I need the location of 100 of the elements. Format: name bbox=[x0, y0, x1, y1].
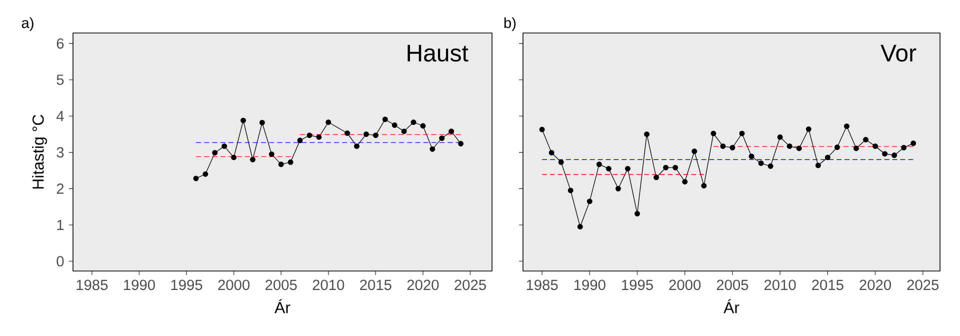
point bbox=[558, 159, 564, 165]
point bbox=[372, 132, 378, 138]
point bbox=[401, 128, 407, 134]
x-tick-label: 2005 bbox=[266, 280, 297, 290]
point bbox=[539, 126, 545, 132]
text: b) bbox=[504, 17, 516, 31]
point bbox=[682, 179, 688, 184]
point bbox=[892, 152, 898, 158]
point bbox=[222, 143, 228, 149]
x-tick-label: 2000 bbox=[218, 280, 250, 290]
point bbox=[193, 176, 199, 182]
x-tick-label: 2010 bbox=[764, 280, 796, 290]
x-tick-label: 2020 bbox=[407, 280, 439, 290]
point bbox=[458, 140, 464, 146]
y-tick-label: 0 bbox=[56, 256, 64, 266]
point bbox=[739, 130, 745, 136]
point bbox=[606, 166, 612, 172]
point bbox=[316, 134, 322, 140]
point bbox=[863, 136, 868, 142]
point bbox=[710, 130, 716, 136]
x-tick-label: 1985 bbox=[526, 280, 558, 290]
point bbox=[259, 120, 265, 126]
y-tick-label: 6 bbox=[56, 38, 64, 49]
x-tick-label: 1990 bbox=[574, 280, 606, 290]
point bbox=[268, 151, 274, 157]
point bbox=[768, 163, 774, 169]
point bbox=[586, 198, 592, 204]
x-tick-label: 2025 bbox=[907, 280, 939, 290]
point bbox=[720, 143, 726, 149]
point bbox=[634, 210, 640, 216]
point bbox=[834, 144, 840, 150]
x-tick-label: 2015 bbox=[812, 280, 844, 290]
point bbox=[212, 150, 218, 156]
point bbox=[853, 146, 859, 152]
point bbox=[250, 156, 256, 162]
point bbox=[410, 120, 416, 125]
y-tick-label: 2 bbox=[56, 184, 64, 194]
point bbox=[910, 140, 916, 146]
x-axis-title: Ár bbox=[274, 299, 290, 314]
point bbox=[306, 132, 312, 138]
point bbox=[758, 160, 764, 166]
point bbox=[663, 164, 669, 170]
text: a) bbox=[22, 17, 34, 31]
point bbox=[577, 224, 583, 230]
point bbox=[240, 118, 246, 124]
x-tick-label: 2010 bbox=[312, 280, 344, 290]
point bbox=[596, 162, 602, 168]
y-axis-title: Hitastig °C bbox=[32, 114, 47, 189]
point bbox=[882, 151, 888, 157]
x-tick-label: 1985 bbox=[76, 280, 108, 290]
point bbox=[672, 164, 678, 170]
x-tick-label: 1995 bbox=[622, 280, 653, 290]
point bbox=[278, 162, 284, 168]
point bbox=[796, 146, 802, 152]
point bbox=[326, 120, 332, 125]
point bbox=[644, 131, 650, 137]
x-tick-label: 2000 bbox=[669, 280, 701, 290]
point bbox=[430, 146, 436, 152]
point bbox=[363, 131, 369, 137]
x-tick-label: 2025 bbox=[454, 280, 486, 290]
x-tick-label: 2020 bbox=[860, 280, 891, 290]
point bbox=[548, 150, 554, 156]
chart-title: Haust bbox=[408, 44, 468, 62]
point bbox=[382, 116, 388, 122]
point bbox=[354, 143, 360, 149]
point bbox=[844, 124, 850, 129]
point bbox=[439, 135, 445, 141]
point bbox=[231, 154, 237, 160]
x-axis-title: Ár bbox=[724, 299, 740, 314]
chart-title: Vor bbox=[880, 44, 916, 62]
point bbox=[901, 144, 907, 150]
point bbox=[786, 143, 792, 149]
point bbox=[420, 123, 426, 129]
point bbox=[615, 186, 621, 192]
point bbox=[202, 171, 208, 177]
point bbox=[448, 128, 454, 134]
x-tick-label: 2015 bbox=[360, 280, 392, 290]
y-tick-label: 1 bbox=[57, 220, 64, 230]
point bbox=[392, 122, 398, 128]
point bbox=[815, 162, 821, 168]
y-tick-label: 5 bbox=[56, 74, 64, 85]
point bbox=[872, 143, 878, 149]
point bbox=[344, 130, 350, 136]
point bbox=[654, 174, 660, 180]
x-tick-label: 1995 bbox=[171, 280, 202, 290]
point bbox=[288, 159, 294, 165]
point bbox=[777, 134, 783, 140]
point bbox=[806, 126, 812, 132]
point bbox=[625, 166, 630, 172]
point bbox=[730, 144, 736, 150]
x-tick-label: 2005 bbox=[716, 280, 748, 290]
x-tick-label: 1990 bbox=[124, 280, 155, 290]
point bbox=[824, 154, 830, 160]
point bbox=[701, 183, 707, 188]
y-tick-label: 3 bbox=[56, 147, 64, 158]
point bbox=[297, 138, 303, 144]
point bbox=[748, 154, 754, 160]
point bbox=[692, 148, 698, 154]
point bbox=[568, 188, 574, 194]
y-tick-label: 4 bbox=[56, 111, 64, 122]
